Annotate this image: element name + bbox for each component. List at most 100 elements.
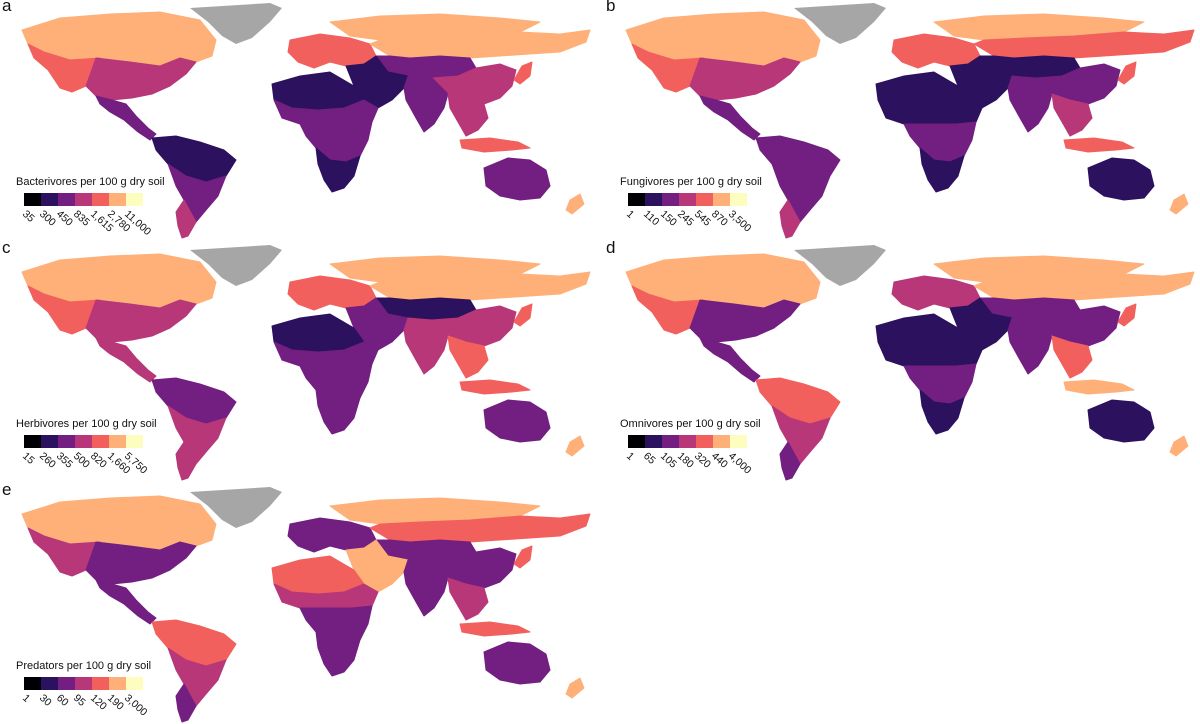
- region-japan: [1117, 303, 1137, 327]
- world-map: [625, 3, 1195, 239]
- legend-swatch: [662, 435, 679, 448]
- region-sahel: [877, 99, 983, 125]
- legend-swatch: [92, 193, 109, 206]
- region-indonesia: [1063, 137, 1135, 153]
- region-africa-south: [315, 147, 361, 193]
- world-map: [21, 245, 591, 481]
- region-africa-south: [315, 631, 361, 677]
- region-central-america: [95, 337, 157, 383]
- panel-letter: e: [2, 480, 12, 499]
- legend-color-bar: [24, 193, 143, 206]
- region-australia: [483, 641, 551, 685]
- legend-swatch: [645, 435, 662, 448]
- greenland-no-data: [190, 3, 282, 44]
- region-europe: [287, 33, 377, 69]
- region-australia: [1087, 399, 1155, 443]
- region-southern-cone: [779, 199, 801, 239]
- region-africa-south: [315, 389, 361, 435]
- legend-swatch: [109, 193, 126, 206]
- legend-swatch: [92, 435, 109, 448]
- region-japan: [513, 545, 533, 569]
- legend-swatch: [24, 677, 41, 690]
- region-africa-south: [919, 389, 965, 435]
- legend-swatch: [109, 435, 126, 448]
- region-southeast-asia: [1051, 93, 1093, 137]
- panel-e: e Predators per 100 g dry soil 1 30 60 95 120 1…: [0, 480, 600, 724]
- legend-swatch: [730, 193, 747, 206]
- world-map: [21, 487, 591, 723]
- panel-letter: a: [2, 0, 12, 15]
- legend-color-bar: [628, 193, 747, 206]
- region-new-zealand: [565, 677, 585, 699]
- region-africa-central: [299, 121, 373, 163]
- greenland-no-data: [794, 3, 886, 44]
- legend-swatch: [75, 435, 92, 448]
- legend-swatch: [628, 193, 645, 206]
- region-south-america: [167, 405, 227, 465]
- legend-swatch: [126, 435, 143, 448]
- legend-color-bar: [24, 435, 143, 448]
- region-central-america: [699, 337, 761, 383]
- legend-swatch: [41, 677, 58, 690]
- panel-a: a Bacterivores per 100 g dry soil 35 300 450…: [0, 0, 600, 240]
- legend-swatch: [109, 677, 126, 690]
- region-japan: [513, 303, 533, 327]
- legend-swatch: [713, 435, 730, 448]
- panel-d: d Omnivores per 100 g dry soil 1 65 105 180 32…: [604, 238, 1200, 482]
- legend-swatch: [730, 435, 747, 448]
- legend-swatch: [126, 677, 143, 690]
- region-usa: [689, 57, 801, 101]
- region-europe: [891, 33, 981, 69]
- region-southern-cone: [175, 199, 197, 239]
- legend-title: Herbivores per 100 g dry soil: [16, 418, 157, 430]
- legend-title: Predators per 100 g dry soil: [16, 660, 152, 672]
- region-central-america: [95, 579, 157, 625]
- region-south-america: [167, 163, 227, 223]
- legend-swatch: [41, 193, 58, 206]
- world-map: [625, 245, 1195, 481]
- region-southeast-asia: [1051, 335, 1093, 379]
- region-new-zealand: [1169, 435, 1189, 457]
- region-southern-cone: [175, 441, 197, 481]
- legend-color-bar: [628, 435, 747, 448]
- legend-swatch: [662, 193, 679, 206]
- legend-swatch: [41, 435, 58, 448]
- region-usa: [689, 299, 801, 343]
- region-india: [403, 75, 449, 133]
- legend-swatch: [126, 193, 143, 206]
- legend-swatch: [58, 677, 75, 690]
- legend-swatch: [24, 193, 41, 206]
- region-central-america: [95, 95, 157, 141]
- panel-letter: b: [606, 0, 616, 15]
- region-sahel: [273, 99, 379, 125]
- legend-swatch: [696, 435, 713, 448]
- region-africa-central: [299, 605, 373, 647]
- region-indonesia: [459, 137, 531, 153]
- region-india: [403, 559, 449, 617]
- legend-swatch: [75, 677, 92, 690]
- legend-swatch: [679, 193, 696, 206]
- region-africa-central: [903, 121, 977, 163]
- region-sahel: [273, 583, 379, 609]
- greenland-no-data: [190, 487, 282, 528]
- region-africa-south: [919, 147, 965, 193]
- legend-color-bar: [24, 677, 143, 690]
- legend-swatch: [92, 677, 109, 690]
- region-india: [1007, 75, 1053, 133]
- greenland-no-data: [190, 245, 282, 286]
- legend-swatch: [58, 193, 75, 206]
- region-europe: [891, 275, 981, 311]
- region-amazon: [151, 135, 237, 183]
- region-usa: [85, 57, 197, 101]
- region-india: [1007, 317, 1053, 375]
- region-australia: [1087, 157, 1155, 201]
- panel-b: b Fungivores per 100 g dry soil 1 110 150 245…: [604, 0, 1200, 240]
- region-indonesia: [1063, 379, 1135, 395]
- region-southeast-asia: [447, 335, 489, 379]
- region-usa: [85, 299, 197, 343]
- region-europe: [287, 275, 377, 311]
- region-africa-central: [299, 363, 373, 405]
- region-australia: [483, 399, 551, 443]
- region-sahel: [273, 341, 379, 367]
- region-amazon: [755, 135, 841, 183]
